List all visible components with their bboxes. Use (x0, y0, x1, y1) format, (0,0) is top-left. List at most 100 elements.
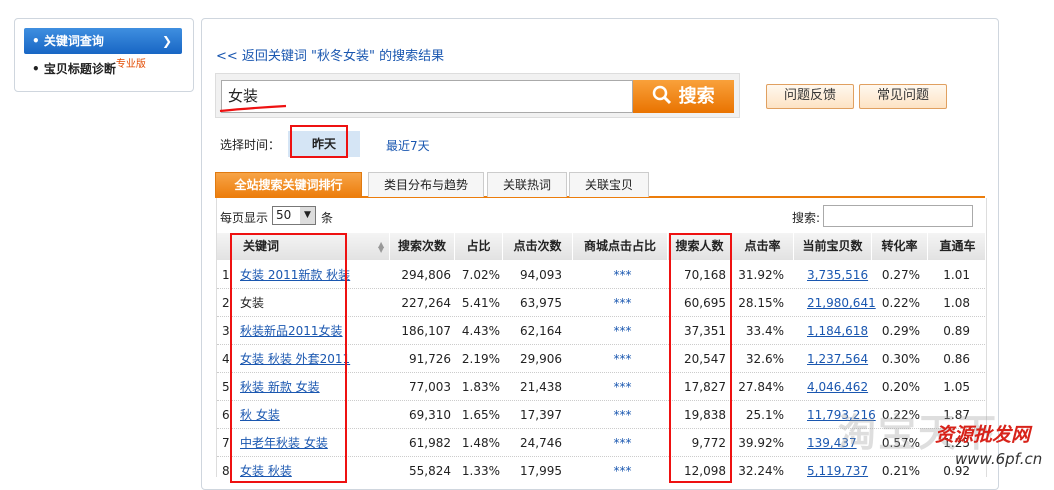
table-area (216, 198, 987, 477)
table-cell[interactable]: 11,793,216 (807, 408, 876, 422)
row-divider (217, 344, 985, 345)
table-cell: 17,827 (684, 380, 726, 394)
column-header[interactable]: 点击率 (732, 233, 794, 260)
table-cell: 186,107 (401, 324, 451, 338)
table-cell: *** (613, 352, 632, 366)
table-cell: 5.41% (461, 296, 500, 310)
tab[interactable]: 全站搜索关键词排行 (215, 172, 362, 197)
table-cell: 20,547 (684, 352, 726, 366)
table-cell: 37,351 (684, 324, 726, 338)
table-cell: 4.43% (461, 324, 500, 338)
table-cell[interactable]: 1,237,564 (807, 352, 869, 366)
table-cell: 25.1% (745, 408, 784, 422)
table-cell[interactable]: 秋 女装 (240, 408, 280, 422)
table-cell[interactable]: 中老年秋装 女装 (240, 436, 328, 450)
table-cell: 27.84% (738, 380, 784, 394)
table-cell: 39.92% (738, 436, 784, 450)
table-cell: 29,906 (520, 352, 562, 366)
table-cell[interactable]: 女装 秋装 (240, 464, 292, 477)
page-size-value: 50 (276, 208, 292, 222)
table-cell[interactable]: 21,980,641 (807, 296, 876, 310)
table-cell: 294,806 (401, 268, 451, 282)
table-cell: 0.30% (881, 352, 920, 366)
row-number: 2 (222, 296, 230, 310)
annotation-box (230, 233, 347, 483)
row-divider (217, 400, 985, 401)
search-icon (653, 85, 672, 105)
tab[interactable]: 关联宝贝 (569, 172, 649, 197)
select-arrow: ▼ (300, 207, 315, 224)
table-cell: 1.33% (461, 464, 500, 477)
table-cell: 69,310 (409, 408, 451, 422)
table-cell: 0.20% (881, 380, 920, 394)
tab[interactable]: 类目分布与趋势 (368, 172, 484, 197)
table-cell: *** (613, 268, 632, 282)
table-cell: 32.24% (738, 464, 784, 477)
screen: 关键词查询 ❯ 宝贝标题诊断专业版 << 返回关键词 "秋冬女装" 的搜索结果 女… (0, 0, 1054, 477)
sidebar-item[interactable]: 关键词查询 ❯ (24, 28, 182, 54)
table-cell: 1.25 (943, 436, 970, 450)
table-cell: 2.19% (461, 352, 500, 366)
table-cell: 0.57% (881, 436, 920, 450)
column-header[interactable]: 占比 (455, 233, 503, 260)
column-header[interactable]: 关键词 (222, 233, 390, 260)
table-cell: *** (613, 380, 632, 394)
table-cell: 1.01 (943, 268, 970, 282)
table-cell[interactable]: 139,437 (807, 436, 857, 450)
table-cell: 0.29% (881, 324, 920, 338)
table-cell: 0.86 (943, 352, 970, 366)
time-option[interactable]: 最近7天 (386, 139, 430, 153)
sort-icon: ▲ ▼ (378, 240, 385, 254)
watermark-site: 资源批发网 (935, 424, 1031, 446)
column-header[interactable]: 商城点击占比 (573, 233, 668, 260)
page-size-label: 每页显示 (220, 211, 269, 225)
help-button[interactable]: 问题反馈 (766, 84, 854, 109)
table-cell: 1.08 (943, 296, 970, 310)
tab[interactable]: 关联热词 (487, 172, 567, 197)
table-search-input[interactable] (823, 205, 973, 227)
column-header[interactable]: 点击次数 (503, 233, 573, 260)
row-number: 3 (222, 324, 230, 338)
table-cell: 0.89 (943, 324, 970, 338)
time-label: 选择时间： (220, 138, 281, 152)
table-cell: 9,772 (691, 436, 726, 450)
table-cell: 1.87 (943, 408, 970, 422)
tab-line (215, 196, 985, 198)
table-cell: 227,264 (401, 296, 451, 310)
table-cell: 17,995 (520, 464, 562, 477)
table-cell: 63,975 (520, 296, 562, 310)
table-cell[interactable]: 秋装 新款 女装 (240, 380, 320, 394)
table-cell[interactable]: 5,119,737 (807, 464, 869, 477)
sidebar-item[interactable]: 宝贝标题诊断专业版 (24, 56, 182, 82)
table-cell: 0.21% (881, 464, 920, 477)
table-cell: *** (613, 464, 632, 477)
table-cell[interactable]: 3,735,516 (807, 268, 869, 282)
table-cell[interactable]: 秋装新品2011女装 (240, 324, 343, 338)
back-link[interactable]: << 返回关键词 "秋冬女装" 的搜索结果 (216, 49, 445, 64)
red-underline (219, 104, 287, 113)
column-header[interactable]: 搜索次数 (390, 233, 455, 260)
table-cell[interactable]: 女装 2011新款 秋装 (240, 268, 351, 282)
watermark-brand: 淘宝天下 (838, 411, 999, 455)
table-cell: *** (613, 436, 632, 450)
column-header[interactable]: 直通车 (928, 233, 985, 260)
page-size-select[interactable]: 50 ▼ (272, 206, 316, 225)
table-cell: 17,397 (520, 408, 562, 422)
table-cell: 77,003 (409, 380, 451, 394)
row-number: 8 (222, 464, 230, 477)
table-cell[interactable]: 1,184,618 (807, 324, 869, 338)
page: 关键词查询 {"sidebar": {"items": [{"label": "… (0, 0, 1054, 477)
table-cell: 32.6% (745, 352, 784, 366)
column-header[interactable]: 转化率 (872, 233, 928, 260)
search-button[interactable]: 搜索 (633, 80, 734, 113)
table-cell[interactable]: 女装 秋装 外套2011 (240, 352, 351, 366)
help-button[interactable]: 常见问题 (859, 84, 947, 109)
row-number: 5 (222, 380, 230, 394)
table-cell: 0.22% (881, 408, 920, 422)
table-cell[interactable]: 4,046,462 (807, 380, 869, 394)
time-option[interactable]: 昨天 (288, 131, 360, 157)
column-header[interactable]: 当前宝贝数 (794, 233, 872, 260)
table-cell: 0.22% (881, 296, 920, 310)
search-input[interactable]: 女装 (221, 80, 633, 113)
table-cell: 1.83% (461, 380, 500, 394)
